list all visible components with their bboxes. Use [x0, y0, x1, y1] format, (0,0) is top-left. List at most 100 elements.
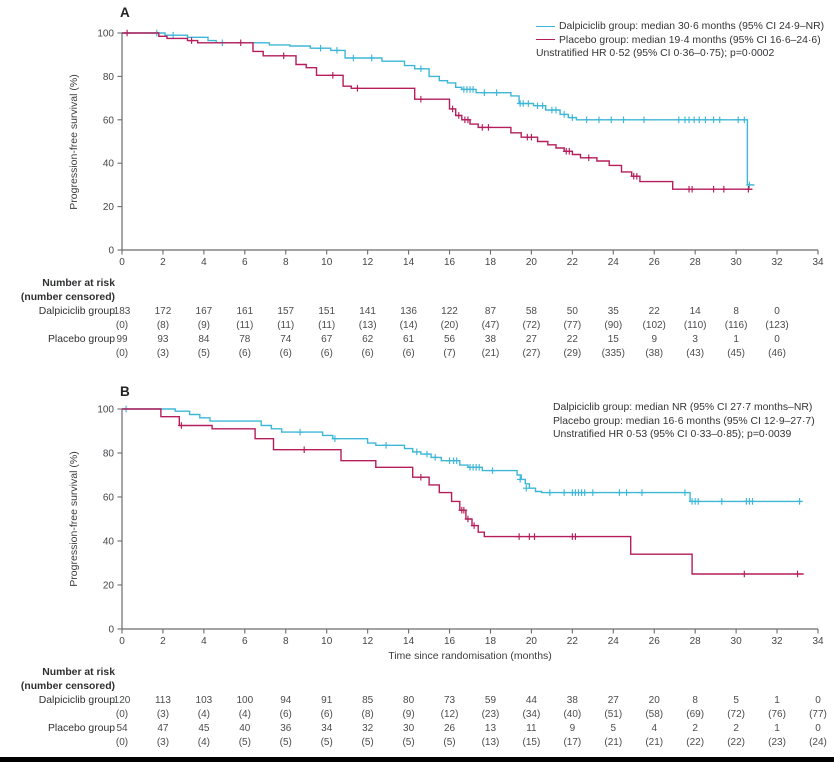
- risk-cell: (123): [765, 320, 789, 331]
- risk-cell: 3: [692, 334, 698, 345]
- x-tick-label: 4: [201, 636, 207, 647]
- x-axis-title: Time since randomisation (months): [388, 650, 552, 662]
- risk-cell: (40): [563, 709, 582, 720]
- x-tick-label: 12: [362, 636, 374, 647]
- x-tick-label: 26: [649, 636, 661, 647]
- placebo-survival-curve: [122, 408, 804, 575]
- risk-cell: 5: [733, 695, 739, 706]
- risk-cell: 2: [692, 723, 698, 734]
- risk-cell: (6): [320, 348, 333, 359]
- risk-cell: 30: [403, 723, 415, 734]
- bottom-rule: [0, 757, 834, 762]
- risk-cell: (51): [604, 709, 623, 720]
- risk-cell: 80: [403, 695, 415, 706]
- x-tick-label: 30: [731, 636, 743, 647]
- panel-b-letter: B: [120, 384, 130, 399]
- risk-cell: (9): [197, 320, 210, 331]
- risk-cell: 8: [733, 306, 739, 317]
- risk-cell: (22): [727, 737, 745, 748]
- risk-cell: 93: [157, 334, 169, 345]
- y-tick-label: 80: [103, 449, 115, 460]
- dalpiciclib-line-swatch: [536, 25, 555, 27]
- risk-cell: (5): [279, 737, 292, 748]
- panel-a-y-axis-title: Progression-free survival (%): [68, 74, 80, 210]
- x-tick-label: 8: [283, 257, 289, 268]
- legend-text: Placebo group: median 19·4 months (95% C…: [559, 34, 821, 46]
- risk-cell: (0): [115, 348, 129, 359]
- risk-cell: (76): [768, 709, 786, 720]
- x-tick-label: 22: [567, 636, 579, 647]
- risk-cell: (72): [522, 320, 541, 331]
- risk-cell: 34: [321, 723, 333, 734]
- x-tick-label: 20: [526, 636, 538, 647]
- risk-cell: 9: [569, 723, 576, 734]
- risk-cell: (335): [601, 348, 625, 359]
- risk-cell: 36: [280, 723, 292, 734]
- risk-cell: 100: [236, 695, 254, 706]
- risk-cell: (90): [604, 320, 623, 331]
- risk-cell: (5): [361, 737, 374, 748]
- risk-cell: 9: [651, 334, 658, 345]
- risk-cell: 151: [318, 306, 336, 317]
- risk-cell: 4: [651, 723, 658, 734]
- x-tick-label: 6: [242, 636, 248, 647]
- x-tick-label: 4: [201, 257, 207, 268]
- risk-cell: 15: [607, 334, 619, 345]
- x-tick-label: 18: [485, 636, 497, 647]
- x-tick-label: 34: [812, 257, 824, 268]
- risk-cell: (5): [443, 737, 456, 748]
- risk-row-label: Dalpiciclib group: [38, 695, 115, 706]
- risk-cell: (69): [686, 709, 705, 720]
- x-tick-label: 26: [649, 257, 661, 268]
- dalpiciclib-survival-curve: [122, 32, 755, 186]
- risk-cell: (116): [724, 320, 748, 331]
- y-tick-label: 40: [103, 159, 115, 170]
- panel-b-legend: Dalpiciclib group: median NR (95% CI 27·…: [553, 401, 815, 442]
- risk-cell: 45: [198, 723, 210, 734]
- risk-cell: (0): [115, 737, 129, 748]
- x-tick-label: 18: [485, 257, 497, 268]
- risk-cell: (21): [481, 348, 500, 359]
- risk-cell: 61: [403, 334, 415, 345]
- x-tick-label: 10: [321, 636, 333, 647]
- risk-cell: 58: [525, 306, 537, 317]
- risk-cell: (11): [318, 320, 336, 331]
- risk-cell: (4): [238, 709, 251, 720]
- x-tick-label: 2: [160, 257, 166, 268]
- risk-cell: (23): [481, 709, 500, 720]
- risk-cell: 141: [359, 306, 376, 317]
- x-tick-label: 12: [362, 257, 374, 268]
- risk-cell: 73: [443, 695, 456, 706]
- risk-table-b-header-1: Number at risk: [42, 667, 115, 678]
- risk-cell: (6): [361, 348, 374, 359]
- risk-cell: (22): [686, 737, 705, 748]
- risk-cell: (7): [443, 348, 456, 359]
- risk-cell: 0: [815, 723, 821, 734]
- risk-cell: (5): [320, 737, 333, 748]
- risk-cell: 2: [733, 723, 739, 734]
- risk-cell: 84: [198, 334, 210, 345]
- risk-cell: 27: [607, 695, 619, 706]
- legend-text: Unstratified HR 0·53 (95% CI 0·33–0·85);…: [553, 429, 792, 441]
- risk-cell: 94: [280, 695, 292, 706]
- risk-cell: (6): [279, 348, 292, 359]
- legend-line-hr-b: Unstratified HR 0·53 (95% CI 0·33–0·85);…: [553, 428, 815, 442]
- risk-cell: 67: [321, 334, 333, 345]
- panel-b-y-axis-title: Progression-free survival (%): [68, 451, 80, 587]
- x-tick-label: 24: [608, 257, 620, 268]
- risk-cell: (23): [768, 737, 786, 748]
- risk-cell: 1: [774, 695, 780, 706]
- risk-cell: (11): [277, 320, 295, 331]
- risk-cell: (34): [522, 709, 541, 720]
- risk-cell: (29): [563, 348, 582, 359]
- risk-cell: (0): [115, 709, 129, 720]
- y-tick-label: 0: [108, 246, 114, 257]
- risk-row-label: Placebo group: [47, 723, 115, 734]
- legend-text: Dalpiciclib group: median 30·6 months (9…: [559, 21, 825, 32]
- x-tick-label: 30: [731, 257, 743, 268]
- x-tick-label: 32: [771, 257, 783, 268]
- x-tick-label: 28: [690, 636, 702, 647]
- risk-cell: (102): [642, 320, 666, 331]
